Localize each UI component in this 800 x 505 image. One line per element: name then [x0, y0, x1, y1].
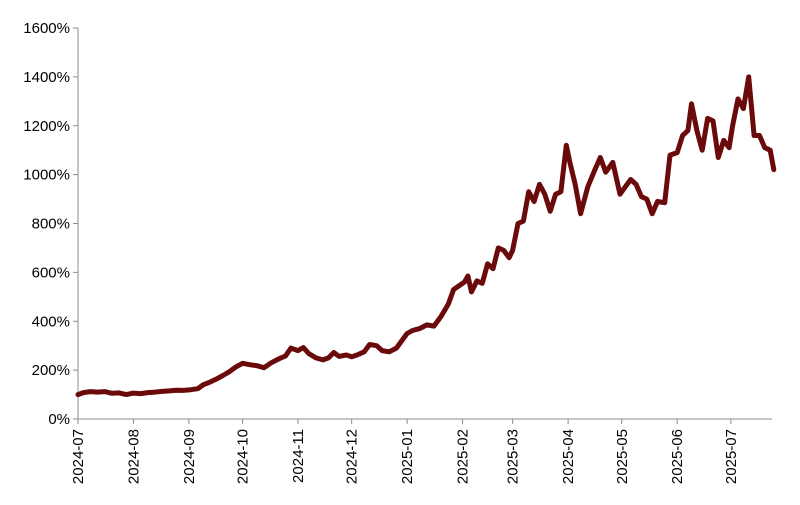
y-axis: 0% 200% 400% 600% 800% 1000% 1200% 1400% 1600%	[23, 20, 79, 428]
x-tick-label: 2024-10	[235, 429, 252, 484]
y-tick-label: 1600%	[23, 20, 70, 37]
y-tick-label: 1200%	[23, 118, 70, 135]
series-line	[75, 74, 777, 398]
plot-area	[75, 74, 777, 398]
y-tick-label: 800%	[32, 216, 70, 233]
x-tick-label: 2025-07	[723, 429, 740, 484]
x-tick-label: 2025-01	[399, 429, 416, 484]
x-axis: 2024-07 2024-08 2024-09 2024-10 2024-11 2024-…	[70, 418, 772, 484]
x-tick-label: 2024-08	[125, 429, 142, 484]
y-tick-label: 1000%	[23, 167, 70, 184]
y-tick-label: 1400%	[23, 69, 70, 86]
x-tick-label: 2024-12	[344, 429, 361, 484]
x-tick-label: 2024-07	[70, 429, 87, 484]
y-tick-label: 600%	[32, 264, 70, 281]
x-tick-label: 2024-11	[290, 429, 307, 483]
x-tick-label: 2024-09	[181, 429, 198, 484]
y-tick-label: 0%	[48, 411, 70, 428]
x-tick-label: 2025-02	[455, 429, 472, 484]
y-tick-label: 200%	[32, 362, 70, 379]
x-tick-label: 2025-05	[614, 429, 631, 484]
x-tick-label: 2025-06	[669, 429, 686, 484]
x-tick-label: 2025-04	[560, 429, 577, 484]
x-tick-label: 2025-03	[505, 429, 522, 484]
y-tick-label: 400%	[32, 313, 70, 330]
